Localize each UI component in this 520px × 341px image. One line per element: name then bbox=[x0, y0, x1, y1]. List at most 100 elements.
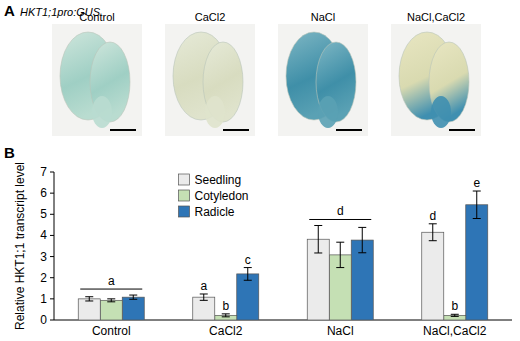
significance-letter: d bbox=[337, 204, 344, 218]
y-tick-label: 2 bbox=[40, 271, 47, 285]
error-cap bbox=[85, 296, 93, 297]
error-bar bbox=[358, 227, 366, 252]
legend-label: Seedling bbox=[195, 173, 242, 187]
error-line bbox=[133, 295, 134, 299]
bar bbox=[237, 274, 259, 320]
y-tick bbox=[50, 298, 54, 299]
error-bar bbox=[314, 225, 322, 252]
bar bbox=[193, 297, 215, 320]
error-cap bbox=[429, 223, 437, 224]
legend-label: Cotyledon bbox=[195, 189, 249, 203]
error-cap bbox=[85, 300, 93, 301]
scale-bar bbox=[223, 129, 249, 131]
legend-swatch bbox=[179, 206, 190, 217]
bracket-line bbox=[80, 289, 142, 290]
bar bbox=[122, 297, 144, 320]
significance-letter: b bbox=[222, 299, 229, 313]
bar bbox=[422, 232, 444, 320]
bar bbox=[444, 315, 466, 320]
error-bar bbox=[85, 297, 93, 301]
image-label: NaCl,CaCl2 bbox=[407, 11, 465, 23]
significance-letter: e bbox=[473, 176, 480, 190]
y-tick-label: 3 bbox=[40, 250, 47, 264]
legend-label: Radicle bbox=[195, 205, 235, 219]
error-cap bbox=[244, 280, 252, 281]
error-bar bbox=[429, 224, 437, 241]
photo-background bbox=[391, 24, 481, 136]
panel-label: B bbox=[4, 144, 15, 161]
error-bar bbox=[451, 314, 459, 316]
significance-letter: d bbox=[429, 209, 436, 223]
bars bbox=[78, 191, 488, 320]
radicle-shape bbox=[431, 96, 451, 128]
image-label: CaCl2 bbox=[195, 11, 226, 23]
error-line bbox=[362, 227, 363, 252]
error-bar bbox=[336, 242, 344, 267]
error-line bbox=[89, 297, 90, 301]
radicle-shape bbox=[92, 96, 112, 128]
error-cap bbox=[451, 314, 459, 315]
error-cap bbox=[429, 240, 437, 241]
embryo bbox=[173, 32, 243, 128]
significance-letter: a bbox=[200, 279, 207, 293]
scale-bar bbox=[110, 129, 136, 131]
embryo bbox=[286, 32, 356, 128]
scale-bar bbox=[336, 129, 362, 131]
bar bbox=[100, 300, 122, 320]
x-tick-label: CaCl2 bbox=[209, 324, 243, 338]
error-cap bbox=[336, 267, 344, 268]
y-tick bbox=[50, 214, 54, 215]
significance-letter: c bbox=[245, 253, 251, 267]
photo-background bbox=[165, 24, 255, 136]
y-tick bbox=[50, 256, 54, 257]
error-line bbox=[203, 294, 204, 300]
y-tick bbox=[50, 277, 54, 278]
error-cap bbox=[107, 301, 115, 302]
error-line bbox=[340, 242, 341, 267]
y-tick bbox=[50, 320, 54, 321]
error-cap bbox=[314, 252, 322, 253]
y-tick bbox=[50, 172, 54, 173]
error-cap bbox=[451, 316, 459, 317]
embryo bbox=[60, 32, 130, 128]
y-tick-label: 5 bbox=[40, 207, 47, 221]
error-line bbox=[476, 191, 477, 218]
error-bar bbox=[129, 295, 137, 299]
error-cap bbox=[222, 316, 230, 317]
significance-letter: a bbox=[108, 274, 115, 288]
error-cap bbox=[129, 299, 137, 300]
photo-background bbox=[278, 24, 368, 136]
significance-letter: b bbox=[451, 299, 458, 313]
error-line bbox=[318, 225, 319, 252]
error-line bbox=[432, 224, 433, 241]
error-bar bbox=[107, 299, 115, 302]
error-cap bbox=[222, 313, 230, 314]
scale-bar bbox=[449, 129, 475, 131]
error-cap bbox=[358, 252, 366, 253]
error-cap bbox=[314, 225, 322, 226]
bar bbox=[78, 299, 100, 320]
photo-background bbox=[52, 24, 142, 136]
x-tick-label: NaCl bbox=[327, 324, 354, 338]
error-cap bbox=[358, 227, 366, 228]
figure: AHKT1;1pro:GUSControlCaCl2NaClNaCl,CaCl2… bbox=[0, 0, 520, 341]
y-tick bbox=[50, 193, 54, 194]
error-cap bbox=[200, 300, 208, 301]
x-tick-label: Control bbox=[92, 324, 131, 338]
error-cap bbox=[200, 293, 208, 294]
error-cap bbox=[107, 298, 115, 299]
radicle-shape bbox=[318, 96, 338, 128]
error-bar bbox=[200, 294, 208, 300]
bracket-line bbox=[309, 219, 371, 220]
y-tick-label: 0 bbox=[40, 313, 47, 327]
y-tick-label: 1 bbox=[40, 292, 47, 306]
y-tick-label: 6 bbox=[40, 186, 47, 200]
error-cap bbox=[244, 267, 252, 268]
error-cap bbox=[473, 191, 481, 192]
error-cap bbox=[473, 218, 481, 219]
legend-swatch bbox=[179, 174, 190, 185]
y-axis-label: Relative HKT1;1 transcript level bbox=[13, 162, 27, 330]
error-cap bbox=[129, 295, 137, 296]
error-bar bbox=[244, 268, 252, 281]
y-axis bbox=[54, 172, 55, 320]
